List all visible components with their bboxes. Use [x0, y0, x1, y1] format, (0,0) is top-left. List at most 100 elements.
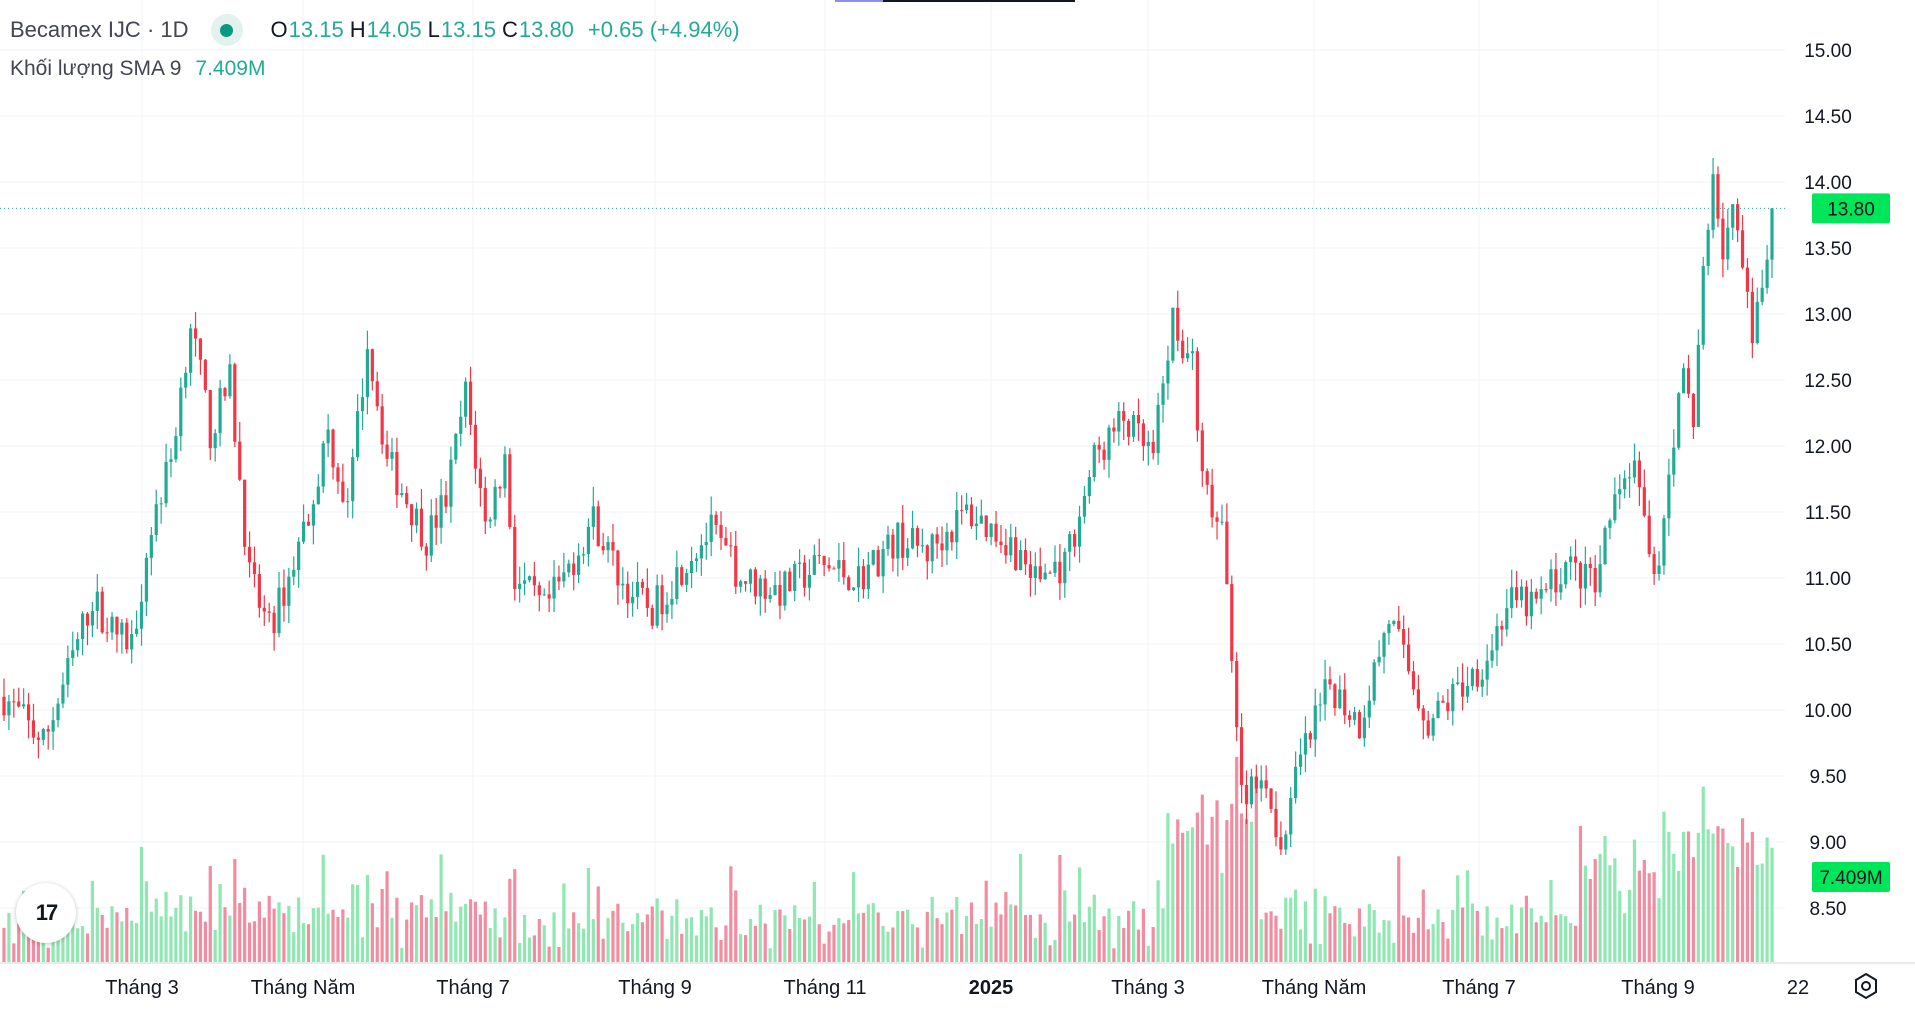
volume-bar [297, 897, 301, 962]
candle-body [316, 486, 320, 505]
candle-body [1127, 420, 1131, 437]
volume-bar [1436, 909, 1440, 962]
volume-bar [468, 899, 473, 962]
y-tick-label: 13.50 [1804, 239, 1852, 260]
symbol-name[interactable]: Becamex IJC [10, 17, 141, 42]
candle-body [1510, 587, 1514, 609]
candle-body [1436, 700, 1440, 719]
volume-bar [179, 895, 183, 962]
volume-bar [606, 918, 610, 962]
candle-body [410, 504, 414, 526]
volume-bar [218, 883, 222, 962]
candle-body [1711, 174, 1715, 230]
candle-body [1642, 487, 1646, 516]
interval-separator: · [140, 17, 161, 42]
candle-body [1333, 684, 1337, 709]
volume-bar [282, 913, 286, 962]
volume-bar [208, 866, 212, 962]
candle-body [1406, 644, 1411, 672]
volume-bar [454, 921, 458, 962]
volume-bar [724, 925, 728, 962]
volume-bar [1686, 831, 1691, 962]
volume-bar [189, 896, 193, 962]
candle-body [547, 594, 551, 599]
candle-body [960, 510, 964, 512]
volume-bar [685, 918, 689, 962]
volume-bar [287, 905, 291, 962]
volume-bar [508, 878, 512, 962]
interval-label[interactable]: 1D [160, 17, 189, 42]
volume-bar [351, 884, 355, 962]
volume-bar [1647, 873, 1651, 962]
volume-bar [1564, 916, 1568, 962]
candle-body [1220, 521, 1224, 523]
candle-body [1392, 620, 1396, 625]
volume-bar [773, 910, 777, 962]
candle-body [1632, 460, 1637, 478]
y-tick-label: 9.00 [1810, 833, 1847, 854]
volume-bar [238, 902, 242, 962]
x-tick-label: Tháng 7 [436, 977, 509, 999]
volume-bar [154, 898, 158, 962]
volume-bar [1667, 831, 1671, 962]
candle-body [301, 521, 306, 542]
candle-body [631, 596, 635, 604]
volume-bar [1696, 832, 1700, 962]
time-axis[interactable]: Tháng 3 Tháng Năm Tháng 7 Tháng 9 Tháng 11 20… [0, 962, 1915, 999]
candle-body [1063, 551, 1067, 584]
market-status-icon[interactable] [210, 14, 243, 46]
candle-body [1691, 393, 1696, 427]
candle-body [1490, 650, 1494, 661]
volume-bar [488, 927, 492, 962]
candle-body [537, 585, 541, 596]
candle-body [1627, 477, 1632, 479]
tradingview-logo-icon[interactable]: 17 [16, 883, 76, 943]
candle-body [277, 587, 281, 634]
volume-bar [130, 920, 134, 962]
volume-bar [360, 937, 365, 962]
candle-body [1323, 679, 1327, 705]
candle-body [1598, 564, 1602, 593]
candle-body [1456, 682, 1460, 685]
candle-body [606, 541, 610, 551]
volume-indicator-label[interactable]: Khối lượng SMA 9 [10, 57, 182, 80]
candle-body [1141, 423, 1145, 447]
candle-body [46, 729, 50, 732]
candle-body [1136, 414, 1141, 424]
price-axis[interactable]: 15.00 14.50 14.00 13.50 13.00 12.50 12.00 11.50… [1804, 41, 1852, 920]
volume-bar [1210, 816, 1214, 962]
candle-body [356, 411, 360, 458]
volume-bar [1505, 926, 1509, 962]
candle-body [812, 555, 816, 575]
volume-bar [1465, 870, 1470, 962]
volume-bar [950, 909, 954, 962]
volume-bar [1318, 943, 1322, 962]
x-tick-label: Tháng 3 [105, 977, 178, 999]
close-value: 13.80 [518, 17, 574, 42]
last-price-tag-bg [1812, 193, 1890, 224]
candle-body [184, 372, 188, 388]
volume-bar [159, 916, 163, 962]
candle-body [198, 338, 203, 360]
candle-body [272, 612, 276, 634]
candle-body [518, 583, 522, 590]
volume-bar [1058, 854, 1062, 962]
volume-bar [1171, 843, 1175, 962]
candle-body [468, 381, 473, 425]
candle-body [1554, 569, 1558, 593]
candle-body [832, 568, 836, 570]
candle-body [1053, 561, 1057, 573]
candle-body [1583, 563, 1587, 589]
candle-body [336, 467, 340, 482]
candle-body [1603, 527, 1607, 565]
candle-body [1112, 427, 1116, 432]
volume-bar [370, 903, 374, 962]
volume-bar [341, 909, 345, 962]
volume-bar [798, 917, 802, 962]
settings-gear-icon[interactable] [1852, 972, 1880, 1000]
volume-bar [1151, 927, 1155, 962]
volume-bar [66, 909, 70, 962]
candlesticks [2, 158, 1774, 855]
volume-bar [670, 915, 674, 962]
